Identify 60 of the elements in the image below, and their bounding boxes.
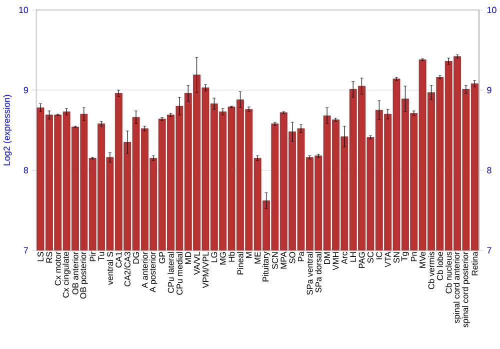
x-tick-label: CA2/CA3 [124, 252, 130, 286]
x-tick-label: M [246, 252, 252, 258]
x-tick-label: VMH [332, 252, 339, 270]
x-tick-label: Pir [90, 252, 96, 262]
x-tick-label: MVe [420, 252, 426, 268]
x-tick-label: Pn [410, 252, 417, 262]
x-tick-label: ventral S [106, 252, 114, 285]
x-tick-label: Tg [401, 252, 409, 262]
x-tick-label: Cb lobe [436, 252, 444, 280]
x-tick-label: Pineal [237, 252, 244, 274]
x-tick-label: RS [46, 252, 52, 263]
x-tick-label: A anterior [142, 252, 148, 288]
x-tick-label: LG [211, 252, 218, 262]
y-tick-label: 10 [19, 6, 28, 14]
y-tick-label: 7 [24, 247, 28, 254]
x-tick-label: Cb nucleus [446, 252, 452, 294]
x-tick-label: SPa dorsal [315, 252, 322, 292]
x-tick-label: SCN [272, 252, 278, 269]
y-axis-title: Log2 (expression) [3, 94, 12, 166]
x-tick-label: MPA [280, 252, 287, 268]
x-tick-label: spinal cord anterior [453, 252, 462, 324]
x-tick-label: DM [324, 252, 330, 264]
y2-tick-label: 9 [487, 86, 492, 94]
x-tick-label: ME [254, 252, 260, 264]
x-tick-label: OB posterior [80, 252, 88, 299]
x-tick-label: Cx cingulate [62, 252, 70, 298]
x-tick-label: A posterior [149, 252, 158, 292]
x-tick-label: OB anterior [72, 252, 78, 294]
x-tick-label: Hb [228, 252, 235, 262]
y-tick-label: 9 [24, 86, 28, 94]
x-tick-label: MD [185, 252, 192, 264]
x-tick-label: CA1 [116, 252, 122, 268]
x-tick-label: SC [367, 252, 374, 263]
y2-tick-label: 8 [487, 167, 492, 174]
x-tick-label: MG [220, 252, 226, 264]
x-tick-label: spinal cord posterior [462, 252, 470, 328]
x-tick-label: IC [376, 252, 382, 260]
x-tick-label: Tu [98, 252, 104, 261]
x-tick-label: Pituitary [262, 252, 270, 282]
x-tick-label: Arc [341, 252, 348, 264]
x-tick-label: SPa ventral [306, 252, 313, 295]
x-tick-label: LS [38, 252, 44, 262]
x-tick-label: DG [133, 252, 140, 264]
x-tick-label: Cx motor [54, 252, 61, 286]
x-tick-label: LH [350, 252, 356, 262]
x-tick-label: SN [394, 252, 400, 263]
x-tick-label: PAG [358, 252, 365, 268]
x-tick-label: SO [289, 252, 296, 264]
x-tick-label: VTA [384, 252, 391, 268]
x-tick-label: VPM/VPL [202, 252, 209, 288]
y2-tick-label: 10 [487, 6, 496, 14]
x-tick-label: Retina [472, 252, 478, 276]
x-tick-label: GP [159, 252, 166, 264]
x-tick-label: VA/VL [194, 252, 200, 275]
x-tick-label: CPu lateral [168, 252, 174, 293]
y2-tick-label: 7 [487, 247, 492, 254]
y-tick-label: 8 [24, 167, 28, 174]
x-tick-label: CPu medial [176, 252, 183, 295]
x-tick-label: Pa [298, 252, 304, 262]
x-tick-label: Cb vermis [428, 252, 434, 290]
